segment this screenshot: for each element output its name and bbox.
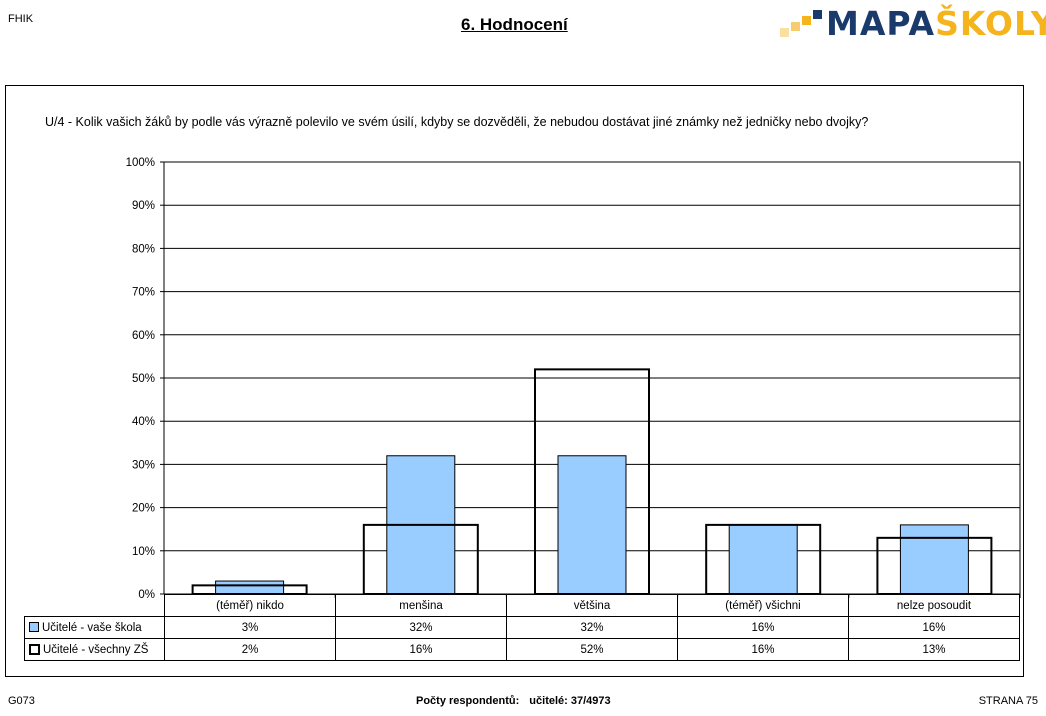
footer-respondents: Počty respondentů: učitelé: 37/4973 [416, 695, 611, 707]
table-row: Učitelé - všechny ZŠ 2% 16% 52% 16% 13% [24, 638, 1020, 661]
y-tick-label: 50% [132, 373, 155, 385]
bar-all [191, 584, 308, 595]
y-tick-label: 100% [126, 157, 155, 169]
y-tick-label: 70% [132, 287, 155, 299]
data-label: 16% [677, 638, 849, 661]
logo: MAPAŠKOLY [776, 6, 1046, 42]
chart-frame [5, 85, 1024, 677]
footer-code: G073 [8, 695, 35, 707]
footer-page: STRANA 75 [978, 695, 1038, 707]
data-table: (téměř) nikdo menšina většina (téměř) vš… [24, 594, 1020, 661]
data-label: 16% [335, 638, 507, 661]
question-text: U/4 - Kolik vašich žáků by podle vás výr… [45, 115, 869, 129]
table-row: Učitelé - vaše škola 3% 32% 32% 16% 16% [24, 616, 1020, 639]
legend-swatch [29, 622, 39, 633]
logo-square [802, 16, 811, 25]
y-tick-label: 10% [132, 546, 155, 558]
legend-all: Učitelé - všechny ZŠ [24, 638, 165, 661]
logo-square [813, 10, 822, 19]
school-code: FHIK [8, 13, 34, 25]
data-label: 16% [677, 616, 849, 639]
category-label: menšina [335, 594, 507, 617]
y-tick-label: 20% [132, 503, 155, 515]
legend-school: Učitelé - vaše škola [24, 616, 165, 639]
logo-square [791, 22, 800, 31]
y-tick-label: 60% [132, 330, 155, 342]
category-label: nelze posoudit [848, 594, 1020, 617]
logo-text: MAPAŠKOLY [826, 4, 1046, 43]
data-label: 3% [164, 616, 336, 639]
table-header-row: (téměř) nikdo menšina většina (téměř) vš… [24, 594, 1020, 617]
category-label: (téměř) nikdo [164, 594, 336, 617]
data-label: 32% [335, 616, 507, 639]
category-label: (téměř) všichni [677, 594, 849, 617]
category-label: většina [506, 594, 678, 617]
bar-school [728, 524, 798, 595]
y-tick-label: 90% [132, 200, 155, 212]
logo-square [780, 28, 789, 37]
data-label: 13% [848, 638, 1020, 661]
bar-school [899, 524, 969, 595]
table-corner [24, 594, 165, 617]
data-label: 16% [848, 616, 1020, 639]
bar-all [534, 368, 650, 595]
data-label: 2% [164, 638, 336, 661]
data-label: 52% [506, 638, 678, 661]
page-title: 6. Hodnocení [461, 15, 568, 34]
data-label: 32% [506, 616, 678, 639]
y-tick-label: 40% [132, 416, 155, 428]
y-tick-label: 30% [132, 459, 155, 471]
bar-school [557, 455, 627, 595]
bar-school [215, 580, 285, 595]
legend-swatch [29, 643, 40, 655]
y-tick-label: 80% [132, 243, 155, 255]
